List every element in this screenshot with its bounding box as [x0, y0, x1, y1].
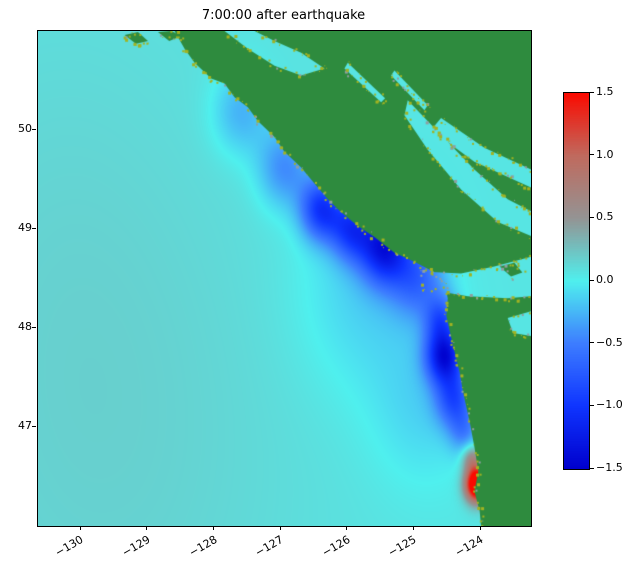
x-tick-label: −129	[119, 533, 153, 560]
colorbar-tick-label: −0.5	[596, 335, 623, 349]
colorbar-tick-mark	[590, 216, 594, 218]
x-tick-mark	[412, 526, 414, 530]
y-tick-mark	[32, 326, 36, 328]
y-tick-mark	[32, 425, 36, 427]
x-tick-mark	[479, 526, 481, 530]
colorbar-tick-label: −1.0	[596, 398, 623, 412]
colorbar-tick-mark	[590, 342, 594, 344]
colorbar-tick-mark	[590, 154, 594, 156]
colorbar-tick-mark	[590, 91, 594, 93]
colorbar-tick-label: 1.5	[596, 85, 614, 98]
colorbar-tick-label: 0.5	[596, 210, 614, 224]
y-tick-label: 49	[18, 221, 32, 234]
colorbar-canvas	[564, 93, 589, 469]
map-plot	[37, 30, 532, 527]
colorbar	[563, 92, 590, 470]
x-tick-mark	[213, 526, 215, 530]
x-tick-label: −130	[53, 533, 86, 560]
x-tick-label: −124	[452, 533, 486, 560]
colorbar-tick-mark	[590, 404, 594, 406]
x-tick-label: −127	[252, 533, 286, 560]
plot-title: 7:00:00 after earthquake	[201, 8, 366, 23]
x-tick-mark	[279, 526, 281, 530]
map-canvas	[38, 31, 531, 526]
y-tick-label: 48	[18, 320, 32, 333]
x-tick-label: −125	[386, 533, 419, 560]
colorbar-tick-label: −1.5	[596, 461, 623, 474]
x-tick-mark	[346, 526, 348, 530]
y-tick-label: 50	[18, 122, 32, 135]
colorbar-tick-label: 1.0	[596, 147, 614, 161]
x-tick-mark	[146, 526, 148, 530]
colorbar-tick-mark	[590, 467, 594, 469]
x-tick-mark	[79, 526, 81, 530]
x-tick-label: −126	[319, 533, 353, 560]
colorbar-tick-mark	[590, 279, 594, 281]
colorbar-tick-label: 0.0	[596, 273, 614, 286]
y-tick-mark	[32, 227, 36, 229]
x-tick-label: −128	[186, 533, 220, 560]
y-tick-mark	[32, 128, 36, 130]
y-tick-label: 47	[18, 419, 32, 432]
